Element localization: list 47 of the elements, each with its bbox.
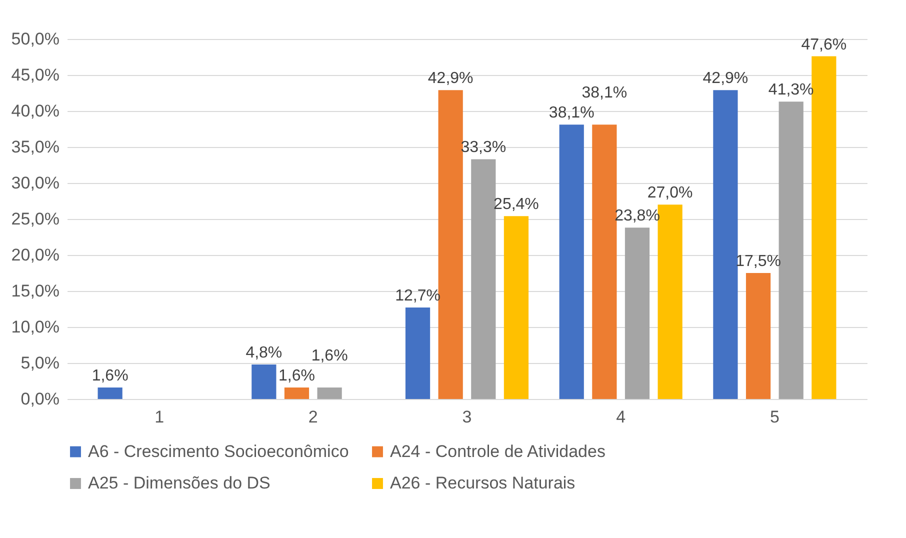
bar [812, 56, 836, 399]
x-tick-label: 4 [616, 408, 626, 426]
bar [559, 124, 584, 399]
legend-label: A6 - Crescimento Socioeconômico [88, 442, 349, 461]
y-tick-label: 25,0% [11, 210, 60, 228]
data-label: 25,4% [494, 196, 539, 214]
x-tick-label: 2 [308, 408, 318, 426]
y-tick-label: 30,0% [11, 174, 60, 192]
bar [713, 90, 738, 399]
y-tick-label: 5,0% [20, 354, 60, 372]
data-label: 1,6% [311, 347, 348, 364]
bar [746, 273, 771, 399]
y-tick-label: 40,0% [11, 102, 60, 120]
y-tick-label: 0,0% [20, 390, 60, 408]
data-label: 42,9% [428, 70, 474, 88]
bar [778, 102, 804, 399]
bar [658, 204, 682, 399]
bar [471, 159, 496, 399]
bar [284, 387, 310, 399]
y-tick-label: 45,0% [11, 66, 60, 84]
y-tick-label: 35,0% [11, 138, 60, 156]
y-tick-label: 50,0% [11, 30, 60, 48]
legend-label: A24 - Controle de Atividades [390, 442, 606, 461]
y-tick-label: 10,0% [11, 318, 60, 336]
data-label: 42,9% [702, 70, 748, 88]
bar [405, 308, 430, 399]
data-label: 38,1% [582, 84, 628, 102]
bar [592, 124, 617, 399]
bar [98, 387, 122, 399]
legend-label: A25 - Dimensões do DS [88, 474, 270, 492]
x-tick-label: 3 [462, 408, 472, 426]
bar [504, 216, 529, 399]
bar [252, 364, 276, 399]
bar [317, 387, 342, 399]
data-label: 4,8% [246, 344, 282, 362]
y-tick-label: 15,0% [11, 282, 60, 300]
data-label: 1,6% [278, 367, 315, 384]
data-label: 1,6% [92, 367, 128, 384]
bar [438, 90, 463, 399]
x-tick-label: 1 [154, 408, 164, 426]
bar [624, 228, 650, 399]
y-tick-label: 20,0% [11, 246, 60, 264]
legend-label: A26 - Recursos Naturais [390, 474, 576, 492]
data-label: 38,1% [548, 104, 594, 122]
data-label: 27,0% [647, 184, 693, 202]
x-tick-label: 5 [770, 408, 780, 426]
data-label: 47,6% [801, 36, 847, 54]
